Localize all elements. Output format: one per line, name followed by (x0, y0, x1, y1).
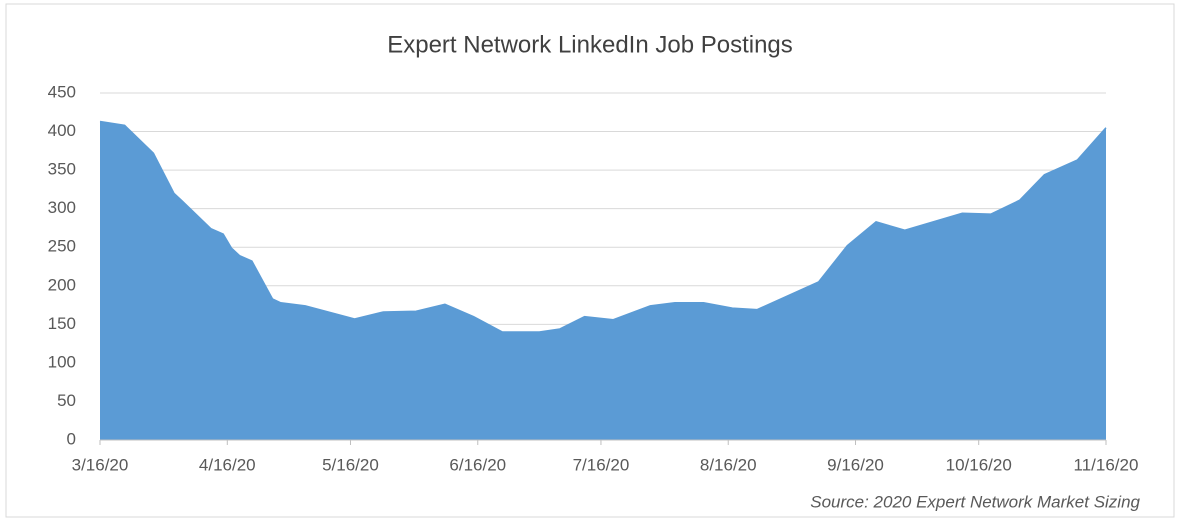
y-tick-label: 50 (57, 391, 76, 410)
x-tick-label: 8/16/20 (700, 455, 757, 474)
y-tick-label: 250 (48, 237, 76, 256)
y-tick-label: 450 (48, 82, 76, 101)
source-note: Source: 2020 Expert Network Market Sizin… (810, 492, 1140, 511)
y-tick-label: 200 (48, 275, 76, 294)
y-tick-label: 350 (48, 160, 76, 179)
x-tick-label: 6/16/20 (449, 455, 506, 474)
x-tick-label: 10/16/20 (946, 455, 1012, 474)
x-tick-label: 9/16/20 (827, 455, 884, 474)
chart-title: Expert Network LinkedIn Job Postings (387, 31, 793, 58)
y-tick-label: 300 (48, 198, 76, 217)
area-line (99, 120, 1107, 333)
x-tick-label: 11/16/20 (1074, 455, 1139, 474)
area-fill (100, 121, 1106, 440)
y-tick-label: 400 (48, 121, 76, 140)
y-tick-label: 100 (48, 352, 76, 371)
x-tick-label: 7/16/20 (573, 455, 630, 474)
y-tick-label: 0 (67, 429, 76, 448)
x-tick-label: 5/16/20 (322, 455, 379, 474)
x-tick-label: 3/16/20 (72, 455, 129, 474)
x-tick-label: 4/16/20 (199, 455, 256, 474)
y-tick-label: 150 (48, 314, 76, 333)
